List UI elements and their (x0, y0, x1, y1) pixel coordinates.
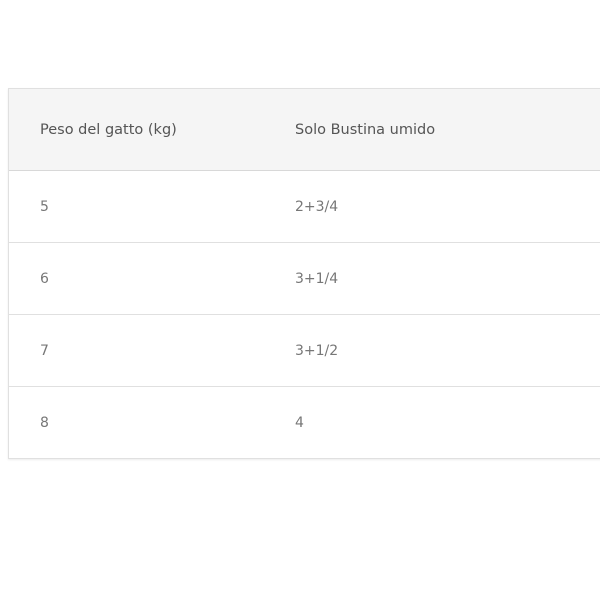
cell-pouch: 3+1/2 (295, 342, 339, 359)
table-row: 5 2+3/4 (9, 171, 600, 242)
cell-pouch: 4 (295, 414, 304, 431)
table-row: 7 3+1/2 (9, 314, 600, 386)
cell-weight: 8 (40, 414, 49, 431)
cell-pouch: 2+3/4 (295, 198, 339, 215)
table-header-row: Peso del gatto (kg) Solo Bustina umido (9, 89, 600, 171)
feeding-table: Peso del gatto (kg) Solo Bustina umido 5… (8, 88, 600, 459)
table-row: 8 4 (9, 386, 600, 458)
header-cat-weight: Peso del gatto (kg) (40, 121, 177, 138)
cell-pouch: 3+1/4 (295, 270, 339, 287)
header-wet-pouch: Solo Bustina umido (295, 121, 436, 138)
cell-weight: 5 (40, 198, 49, 215)
cell-weight: 6 (40, 270, 49, 287)
cell-weight: 7 (40, 342, 49, 359)
table-row: 6 3+1/4 (9, 242, 600, 314)
